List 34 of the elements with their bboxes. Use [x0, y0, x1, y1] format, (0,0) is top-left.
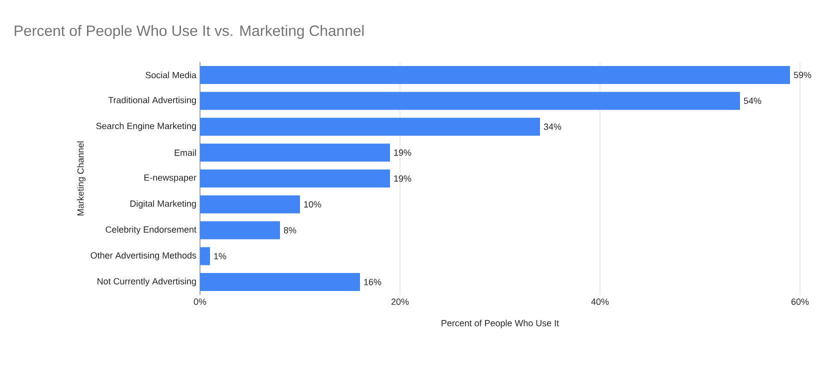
x-tick-label: 0%: [194, 298, 206, 305]
x-tick-label: 60%: [791, 298, 809, 305]
y-tick-label: Digital Marketing: [130, 200, 196, 209]
x-tick-label: 40%: [591, 298, 609, 305]
bar: [200, 118, 540, 136]
data-label: 19%: [394, 175, 412, 182]
y-tick-label: Email: [174, 149, 196, 156]
x-axis-title: Percent of People Who Use It: [442, 320, 559, 328]
bar: [200, 66, 790, 84]
y-tick-label: Search Engine Marketing: [96, 122, 196, 131]
bar: [200, 170, 390, 188]
y-tick-label: Other Advertising Methods: [90, 252, 196, 260]
y-axis-title: Marketing Channel: [77, 141, 86, 216]
data-label: 59%: [794, 72, 812, 78]
y-tick-label: Celebrity Endorsement: [106, 226, 196, 234]
bar: [200, 92, 740, 110]
data-label: 10%: [304, 201, 322, 208]
bar: [200, 195, 300, 214]
data-label: 19%: [394, 149, 412, 156]
y-tick-label: E-newspaper: [144, 174, 196, 183]
data-label: 34%: [544, 124, 562, 130]
y-tick-label: Not Currently Advertising: [98, 278, 196, 286]
bar: [200, 221, 280, 240]
chart-title: Percent of People Who Use It vs. Marketing Channel: [14, 25, 364, 39]
data-label: 1%: [214, 253, 226, 260]
bar: [200, 273, 360, 292]
bar: [200, 247, 210, 266]
y-tick-label: Social Media: [146, 72, 196, 78]
y-tick-label: Traditional Advertising: [108, 96, 196, 106]
bar: [200, 144, 390, 162]
data-label: 16%: [364, 278, 382, 286]
data-label: 8%: [284, 227, 296, 234]
x-tick-label: 20%: [391, 298, 409, 305]
data-label: 54%: [744, 98, 762, 104]
